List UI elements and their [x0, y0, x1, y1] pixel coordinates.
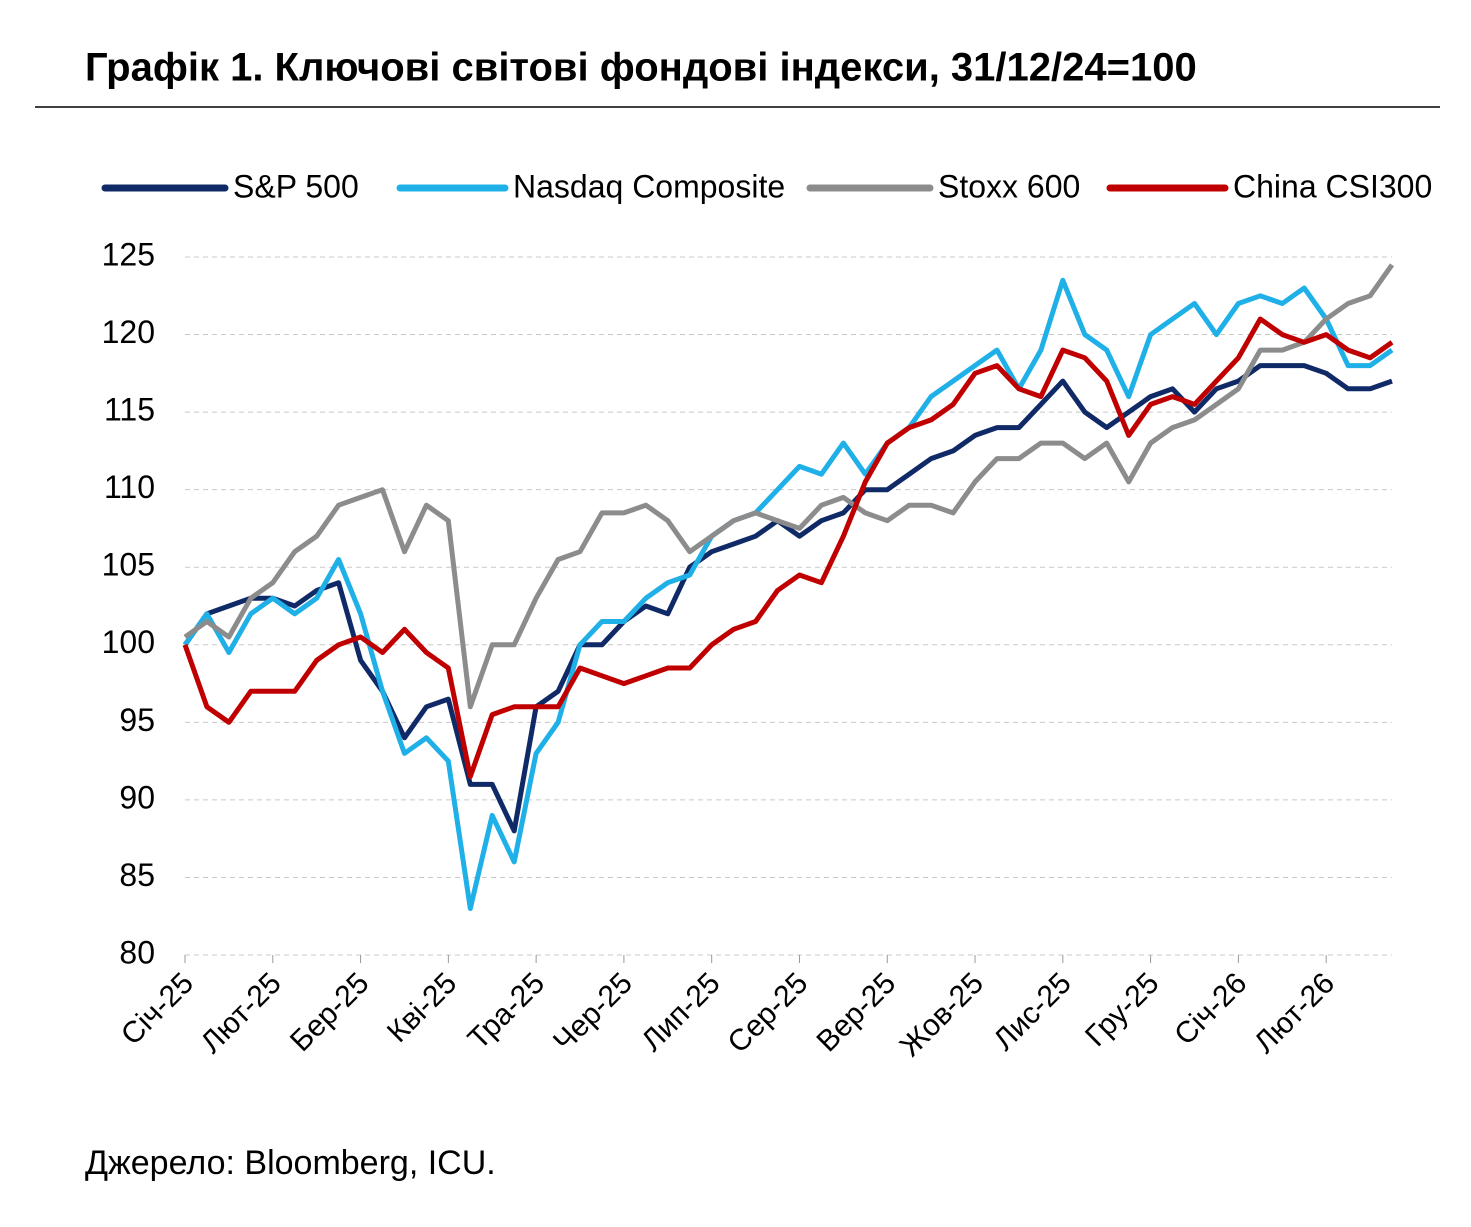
series-line — [182, 277, 1394, 911]
chart-title: Графік 1. Ключові світові фондові індекс… — [85, 46, 1197, 90]
y-tick-label: 115 — [104, 392, 155, 428]
x-tick-label: Лис-25 — [987, 967, 1077, 1057]
y-tick-label: 120 — [102, 314, 155, 350]
series-line — [183, 263, 1395, 710]
y-tick-label: 95 — [119, 702, 155, 738]
x-tick-label: Лип-25 — [635, 967, 726, 1058]
x-tick-label: Лют-25 — [195, 967, 288, 1060]
series-line — [182, 316, 1394, 780]
x-tick-label: Січ-26 — [1168, 967, 1253, 1052]
x-tick-label: Тра-25 — [462, 967, 551, 1056]
y-tick-label: 125 — [102, 236, 155, 272]
x-tick-label: Чер-25 — [547, 967, 639, 1059]
y-tick-label: 100 — [102, 624, 155, 660]
x-tick-label: Бер-25 — [284, 967, 376, 1059]
y-tick-label: 90 — [119, 779, 155, 815]
x-tick-label: Жов-25 — [894, 967, 990, 1063]
legend-label: Nasdaq Composite — [513, 168, 785, 204]
x-tick-label: Сер-25 — [722, 967, 815, 1060]
legend-label: S&P 500 — [233, 168, 359, 204]
y-tick-label: 105 — [102, 547, 155, 583]
y-tick-label: 110 — [104, 469, 155, 505]
y-tick-label: 80 — [119, 934, 155, 970]
legend-label: Stoxx 600 — [938, 168, 1080, 204]
x-tick-label: Кві-25 — [381, 967, 463, 1049]
x-tick-label: Січ-25 — [115, 967, 200, 1052]
x-tick-label: Вер-25 — [810, 967, 902, 1059]
y-tick-label: 85 — [119, 857, 155, 893]
source-note: Джерело: Bloomberg, ICU. — [85, 1144, 496, 1182]
x-tick-label: Лют-26 — [1248, 967, 1341, 1060]
legend-label: China CSI300 — [1233, 168, 1432, 204]
x-tick-label: Гру-25 — [1079, 967, 1165, 1053]
series-line — [182, 363, 1393, 834]
